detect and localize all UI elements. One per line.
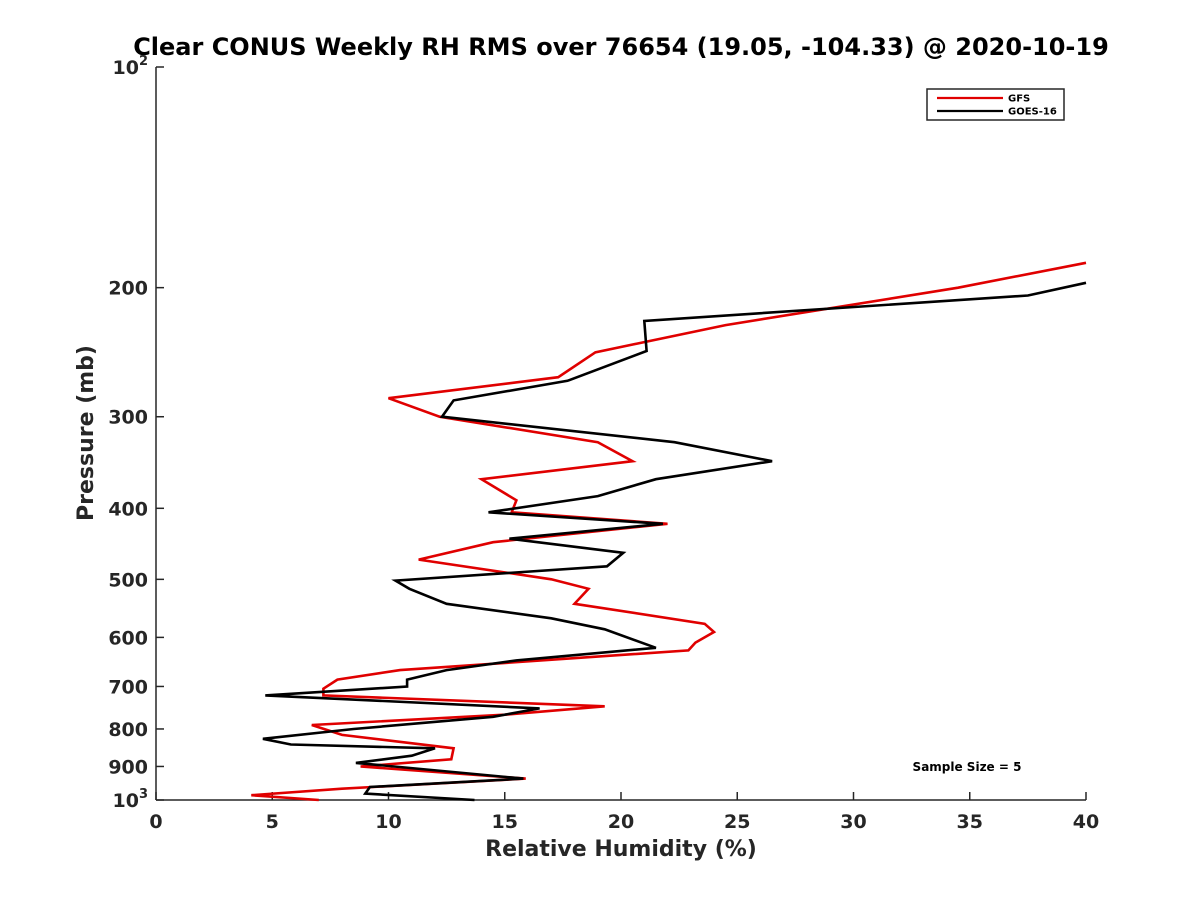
x-tick-label: 35 [957,811,983,833]
y-axis-label: Pressure (mb) [74,345,99,521]
x-axis-label: Relative Humidity (%) [485,837,757,862]
y-tick-label: 900 [108,756,148,778]
legend-label: GFS [1008,94,1030,105]
y-tick-base: 10 [113,57,139,79]
y-tick-label: 300 [108,407,148,429]
y-tick-label: 400 [108,498,148,520]
x-tick-label: 10 [375,811,401,833]
series-line-gfs [251,261,1087,802]
x-tick-label: 20 [608,811,634,833]
y-tick-label: 200 [108,278,148,300]
chart-title: Clear CONUS Weekly RH RMS over 76654 (19… [133,33,1109,61]
y-tick-exponent: 3 [139,787,148,802]
y-tick-exponent: 2 [139,54,148,69]
y-tick-label: 600 [108,627,148,649]
legend: GFS GOES-16 [926,88,1065,121]
y-tick-base: 900 [108,756,148,778]
x-tick-label: 30 [840,811,866,833]
legend-box [926,88,1065,121]
y-tick-base: 600 [108,627,148,649]
x-tick-label: 25 [724,811,750,833]
y-tick-label: 102 [113,54,149,79]
data-series [251,261,1087,802]
y-tick-base: 700 [108,676,148,698]
legend-label: GOES-16 [1008,107,1057,118]
y-tick-base: 500 [108,569,148,591]
y-tick-base: 300 [108,407,148,429]
plot-axes [155,67,1086,801]
x-tick-label: 15 [492,811,518,833]
y-tick-label: 500 [108,569,148,591]
sample-size-annotation: Sample Size = 5 [913,760,1022,774]
y-tick-base: 200 [108,278,148,300]
x-tick-label: 0 [149,811,162,833]
y-tick-label: 700 [108,676,148,698]
x-tick-label: 5 [266,811,279,833]
y-tick-base: 400 [108,498,148,520]
series-line-goes-16 [262,281,1087,802]
y-tick-label: 800 [108,719,148,741]
x-ticks: 0 5 10 15 20 25 30 35 40 [149,792,1099,833]
x-tick-label: 40 [1073,811,1099,833]
y-tick-base: 800 [108,719,148,741]
y-tick-label: 103 [113,787,149,812]
y-tick-base: 10 [113,790,139,812]
